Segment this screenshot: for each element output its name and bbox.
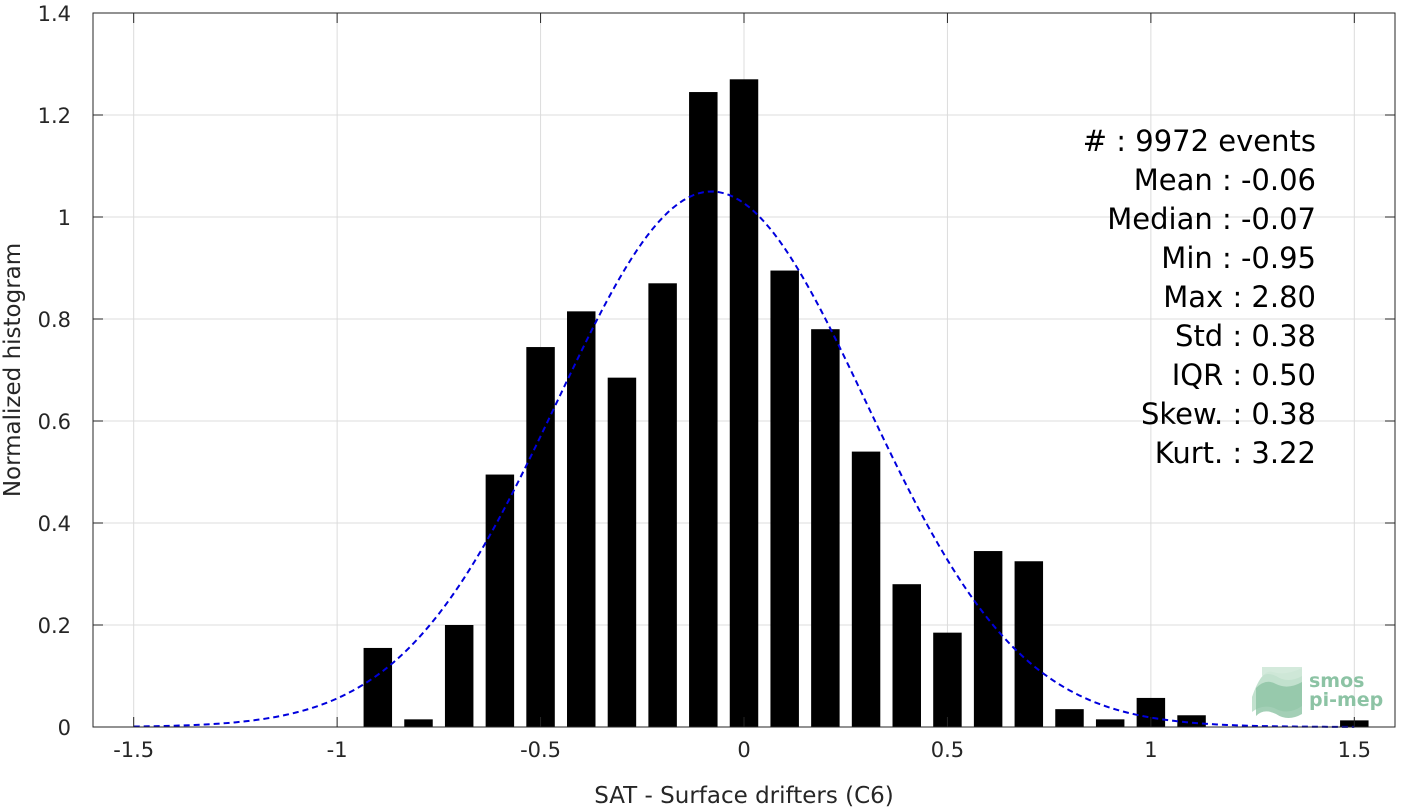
y-tick-labels: 0 0.2 0.4 0.6 0.8 1 1.2 1.4 <box>38 2 71 740</box>
stats-line-8: Kurt. : 3.22 <box>1155 436 1316 470</box>
y-tick-label-0: 0 <box>58 716 71 740</box>
logo-line-2: pi-mep <box>1309 689 1383 711</box>
bar-17 <box>1055 709 1084 727</box>
bar-10 <box>770 270 799 727</box>
bar-15 <box>973 551 1003 727</box>
bar-14 <box>933 632 962 727</box>
stats-line-3: Min : -0.95 <box>1161 241 1316 275</box>
bar-4 <box>526 347 555 727</box>
y-tick-label-6: 1.2 <box>38 104 71 128</box>
logo-line-1: smos <box>1309 670 1364 692</box>
statistics-box: # : 9972 events Mean : -0.06 Median : -0.0… <box>1083 124 1316 470</box>
x-tick-label-5: 1 <box>1144 738 1157 762</box>
stats-line-1: Mean : -0.06 <box>1134 163 1316 197</box>
y-axis-label: Normalized histogram <box>0 243 26 497</box>
bar-8 <box>689 92 718 728</box>
stats-line-5: Std : 0.38 <box>1175 319 1316 353</box>
bar-1 <box>404 719 433 727</box>
axis-ticks <box>93 12 1395 728</box>
bar-7 <box>648 283 677 727</box>
x-tick-label-6: 1.5 <box>1338 738 1371 762</box>
x-tick-labels: -1.5 -1 -0.5 0 0.5 1 1.5 <box>113 738 1371 762</box>
x-tick-label-0: -1.5 <box>113 738 154 762</box>
y-tick-label-7: 1.4 <box>38 2 71 26</box>
x-axis-label: SAT - Surface drifters (C6) <box>594 783 894 809</box>
x-tick-label-2: -0.5 <box>520 738 561 762</box>
stats-line-0: # : 9972 events <box>1083 124 1316 158</box>
y-tick-label-3: 0.6 <box>38 410 71 434</box>
bar-2 <box>444 625 474 727</box>
bar-20 <box>1177 715 1206 727</box>
logo-wave-icon <box>1252 667 1302 718</box>
y-tick-label-1: 0.2 <box>38 614 71 638</box>
bar-6 <box>607 377 637 727</box>
bar-9 <box>729 79 759 728</box>
bar-11 <box>811 329 840 727</box>
bar-12 <box>851 451 881 727</box>
bar-13 <box>892 584 921 727</box>
stats-line-2: Median : -0.07 <box>1107 202 1316 236</box>
smos-pi-mep-logo: smos pi-mep <box>1252 667 1383 718</box>
bar-3 <box>485 474 515 727</box>
bar-16 <box>1014 561 1044 727</box>
stats-line-6: IQR : 0.50 <box>1172 358 1316 392</box>
x-tick-label-1: -1 <box>327 738 348 762</box>
y-tick-label-4: 0.8 <box>38 308 71 332</box>
bar-series <box>363 79 1369 728</box>
y-tick-label-2: 0.4 <box>38 512 71 536</box>
y-tick-label-5: 1 <box>58 206 71 230</box>
x-tick-label-4: 0.5 <box>931 738 964 762</box>
bar-5 <box>567 311 596 727</box>
stats-line-4: Max : 2.80 <box>1163 280 1316 314</box>
stats-line-7: Skew. : 0.38 <box>1141 397 1316 431</box>
bar-0 <box>363 647 393 727</box>
bar-18 <box>1095 719 1125 727</box>
x-tick-label-3: 0 <box>737 738 750 762</box>
